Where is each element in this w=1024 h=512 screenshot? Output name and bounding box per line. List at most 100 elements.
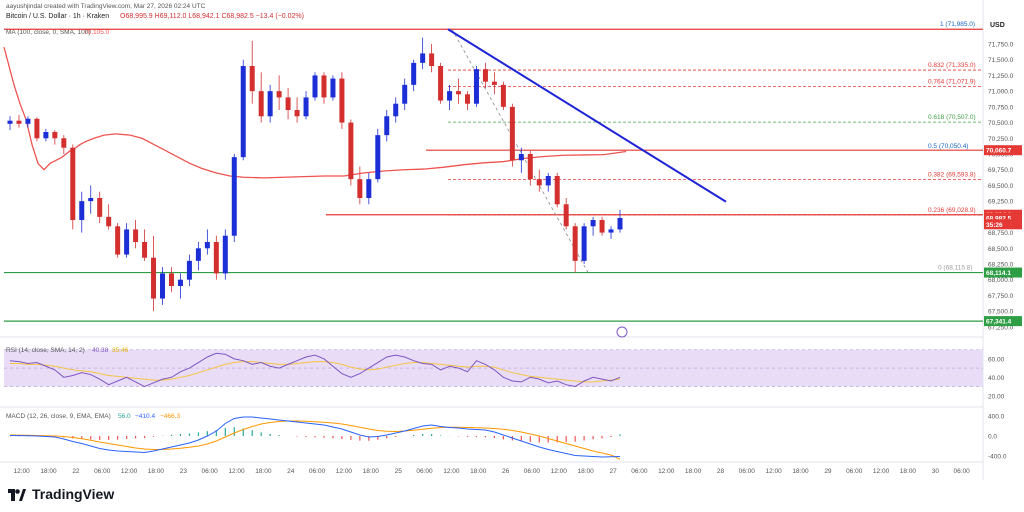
time-tick-label: 12:00 bbox=[658, 468, 675, 475]
time-tick-label: 18:00 bbox=[685, 468, 702, 475]
time-tick-label: 23 bbox=[180, 468, 188, 475]
price-tick-label: 68,500.0 bbox=[988, 246, 1014, 253]
candle-body bbox=[438, 66, 444, 101]
candle-body bbox=[536, 179, 542, 186]
price-tag-label: 68,114.1 bbox=[986, 270, 1011, 277]
macd-signal-value: −466.3 bbox=[160, 413, 180, 420]
candle-body bbox=[473, 69, 479, 104]
candle-body bbox=[590, 220, 596, 227]
time-tick-label: 18:00 bbox=[148, 468, 165, 475]
price-tick-label: 68,000.0 bbox=[988, 277, 1014, 284]
time-tick-label: 12:00 bbox=[336, 468, 353, 475]
candle-body bbox=[115, 226, 121, 255]
candle-body bbox=[213, 242, 219, 274]
time-tick-label: 12:00 bbox=[228, 468, 245, 475]
candle-body bbox=[500, 84, 506, 107]
candle-body bbox=[456, 91, 462, 95]
candle-body bbox=[527, 154, 533, 180]
candle-body bbox=[240, 66, 246, 158]
price-tick-label: 68,750.0 bbox=[988, 230, 1014, 237]
candle-body bbox=[168, 273, 174, 286]
candle-body bbox=[294, 110, 300, 117]
candles-group bbox=[7, 37, 623, 312]
time-tick-label: 06:00 bbox=[202, 468, 219, 475]
ma-label: MA (100, close, 0, SMA, 100) bbox=[6, 29, 91, 36]
candle-body bbox=[222, 235, 228, 274]
time-tick-label: 06:00 bbox=[846, 468, 863, 475]
candle-body bbox=[25, 118, 31, 124]
time-tick-label: 06:00 bbox=[416, 468, 433, 475]
candle-body bbox=[599, 220, 605, 233]
candle-body bbox=[465, 94, 470, 104]
candle-body bbox=[61, 138, 67, 148]
macd-tick-label: -400.0 bbox=[988, 454, 1007, 461]
price-tick-label: 71,750.0 bbox=[988, 42, 1014, 49]
price-tag bbox=[984, 212, 1022, 223]
macd-hist-value: 56.0 bbox=[118, 413, 131, 420]
time-tick-label: 06:00 bbox=[309, 468, 326, 475]
candle-body bbox=[97, 198, 103, 217]
rsi-tick-label: 20.00 bbox=[988, 393, 1005, 400]
fib-level-label: 0.236 (69,028.9) bbox=[928, 207, 976, 214]
candle-body bbox=[186, 260, 192, 280]
time-tick-label: 06:00 bbox=[954, 468, 971, 475]
ma-value: 70,105.0 bbox=[84, 29, 110, 36]
time-tick-label: 18:00 bbox=[40, 468, 57, 475]
candle-body bbox=[124, 229, 130, 255]
candle-body bbox=[581, 226, 587, 261]
candle-body bbox=[16, 120, 22, 124]
time-tick-label: 30 bbox=[932, 468, 940, 475]
time-tick-label: 18:00 bbox=[792, 468, 809, 475]
candle-body bbox=[545, 176, 551, 186]
moving-average-line bbox=[3, 46, 627, 179]
time-tick-label: 06:00 bbox=[94, 468, 111, 475]
rsi-value: 40.38 bbox=[92, 347, 109, 354]
candle-body bbox=[572, 226, 578, 261]
candle-body bbox=[491, 81, 497, 85]
candle-body bbox=[177, 279, 183, 286]
candle-body bbox=[482, 69, 488, 82]
time-tick-label: 06:00 bbox=[524, 468, 541, 475]
candle-body bbox=[88, 198, 94, 202]
time-tick-label: 12:00 bbox=[766, 468, 783, 475]
price-tick-label: 67,750.0 bbox=[988, 293, 1014, 300]
price-tick-label: 69,750.0 bbox=[988, 167, 1014, 174]
tradingview-logo-icon bbox=[8, 488, 26, 501]
candle-body bbox=[160, 273, 165, 299]
candle-body bbox=[204, 242, 210, 249]
price-tick-label: 69,250.0 bbox=[988, 199, 1014, 206]
macd-line bbox=[9, 416, 621, 458]
resistance-trendline bbox=[447, 28, 727, 203]
event-marker-icon bbox=[616, 326, 628, 338]
price-tick-label: 67,500.0 bbox=[988, 309, 1014, 316]
candle-body bbox=[420, 53, 426, 63]
candle-body bbox=[276, 91, 282, 98]
price-tag-label: 35:26 bbox=[986, 222, 1003, 229]
price-tick-label: 68,250.0 bbox=[988, 262, 1014, 269]
rsi-sma-line bbox=[10, 361, 621, 383]
candle-body bbox=[258, 91, 264, 117]
time-tick-label: 06:00 bbox=[631, 468, 648, 475]
candle-body bbox=[348, 122, 354, 180]
price-tick-label: 67,250.0 bbox=[988, 324, 1014, 331]
fib-level-label: 1 (71,985.0) bbox=[940, 21, 975, 28]
candle-body bbox=[402, 84, 408, 104]
candle-body bbox=[34, 118, 40, 139]
rsi-line bbox=[9, 352, 621, 388]
time-tick-label: 27 bbox=[609, 468, 617, 475]
time-tick-label: 12:00 bbox=[873, 468, 890, 475]
credit-text: aayushjindal created with TradingView.co… bbox=[6, 3, 206, 10]
candle-body bbox=[509, 106, 515, 161]
fib-level-label: 0.832 (71,335.0) bbox=[928, 62, 976, 69]
candle-body bbox=[321, 75, 327, 98]
fib-anchor-line bbox=[451, 29, 589, 273]
price-tick-label: 70,250.0 bbox=[988, 136, 1014, 143]
time-tick-label: 12:00 bbox=[443, 468, 460, 475]
candle-body bbox=[312, 75, 318, 98]
time-tick-label: 12:00 bbox=[121, 468, 138, 475]
candle-body bbox=[375, 135, 381, 180]
macd-tick-label: 0.0 bbox=[988, 434, 997, 441]
time-tick-label: 18:00 bbox=[363, 468, 380, 475]
symbol-title: Bitcoin / U.S. Dollar · 1h · Kraken bbox=[6, 13, 109, 20]
candle-body bbox=[267, 91, 273, 117]
